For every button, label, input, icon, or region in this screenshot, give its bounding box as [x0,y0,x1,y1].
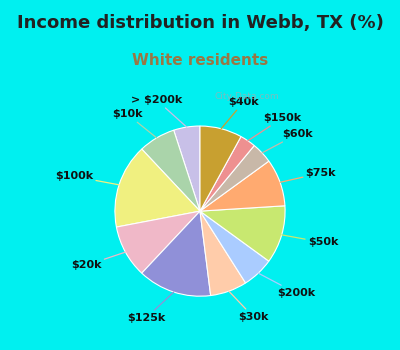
Wedge shape [200,211,269,283]
Wedge shape [200,206,285,261]
Text: $100k: $100k [55,172,119,185]
Text: City-Data.com: City-Data.com [214,92,279,101]
Text: $60k: $60k [262,129,312,153]
Text: > $200k: > $200k [131,95,187,127]
Wedge shape [200,136,254,211]
Text: $150k: $150k [248,113,301,141]
Wedge shape [116,211,200,273]
Text: $40k: $40k [221,97,258,129]
Wedge shape [142,130,200,211]
Text: $75k: $75k [280,168,336,182]
Text: $10k: $10k [112,110,157,138]
Text: Income distribution in Webb, TX (%): Income distribution in Webb, TX (%) [16,14,384,32]
Wedge shape [200,126,241,211]
Text: White residents: White residents [132,53,268,68]
Wedge shape [115,149,200,227]
Wedge shape [200,146,269,211]
Wedge shape [200,211,246,295]
Text: $30k: $30k [229,291,268,322]
Text: $50k: $50k [282,235,338,247]
Text: $200k: $200k [258,273,315,298]
Wedge shape [200,161,285,211]
Text: $20k: $20k [71,252,126,270]
Text: $125k: $125k [127,292,174,323]
Wedge shape [142,211,211,296]
Wedge shape [174,126,200,211]
